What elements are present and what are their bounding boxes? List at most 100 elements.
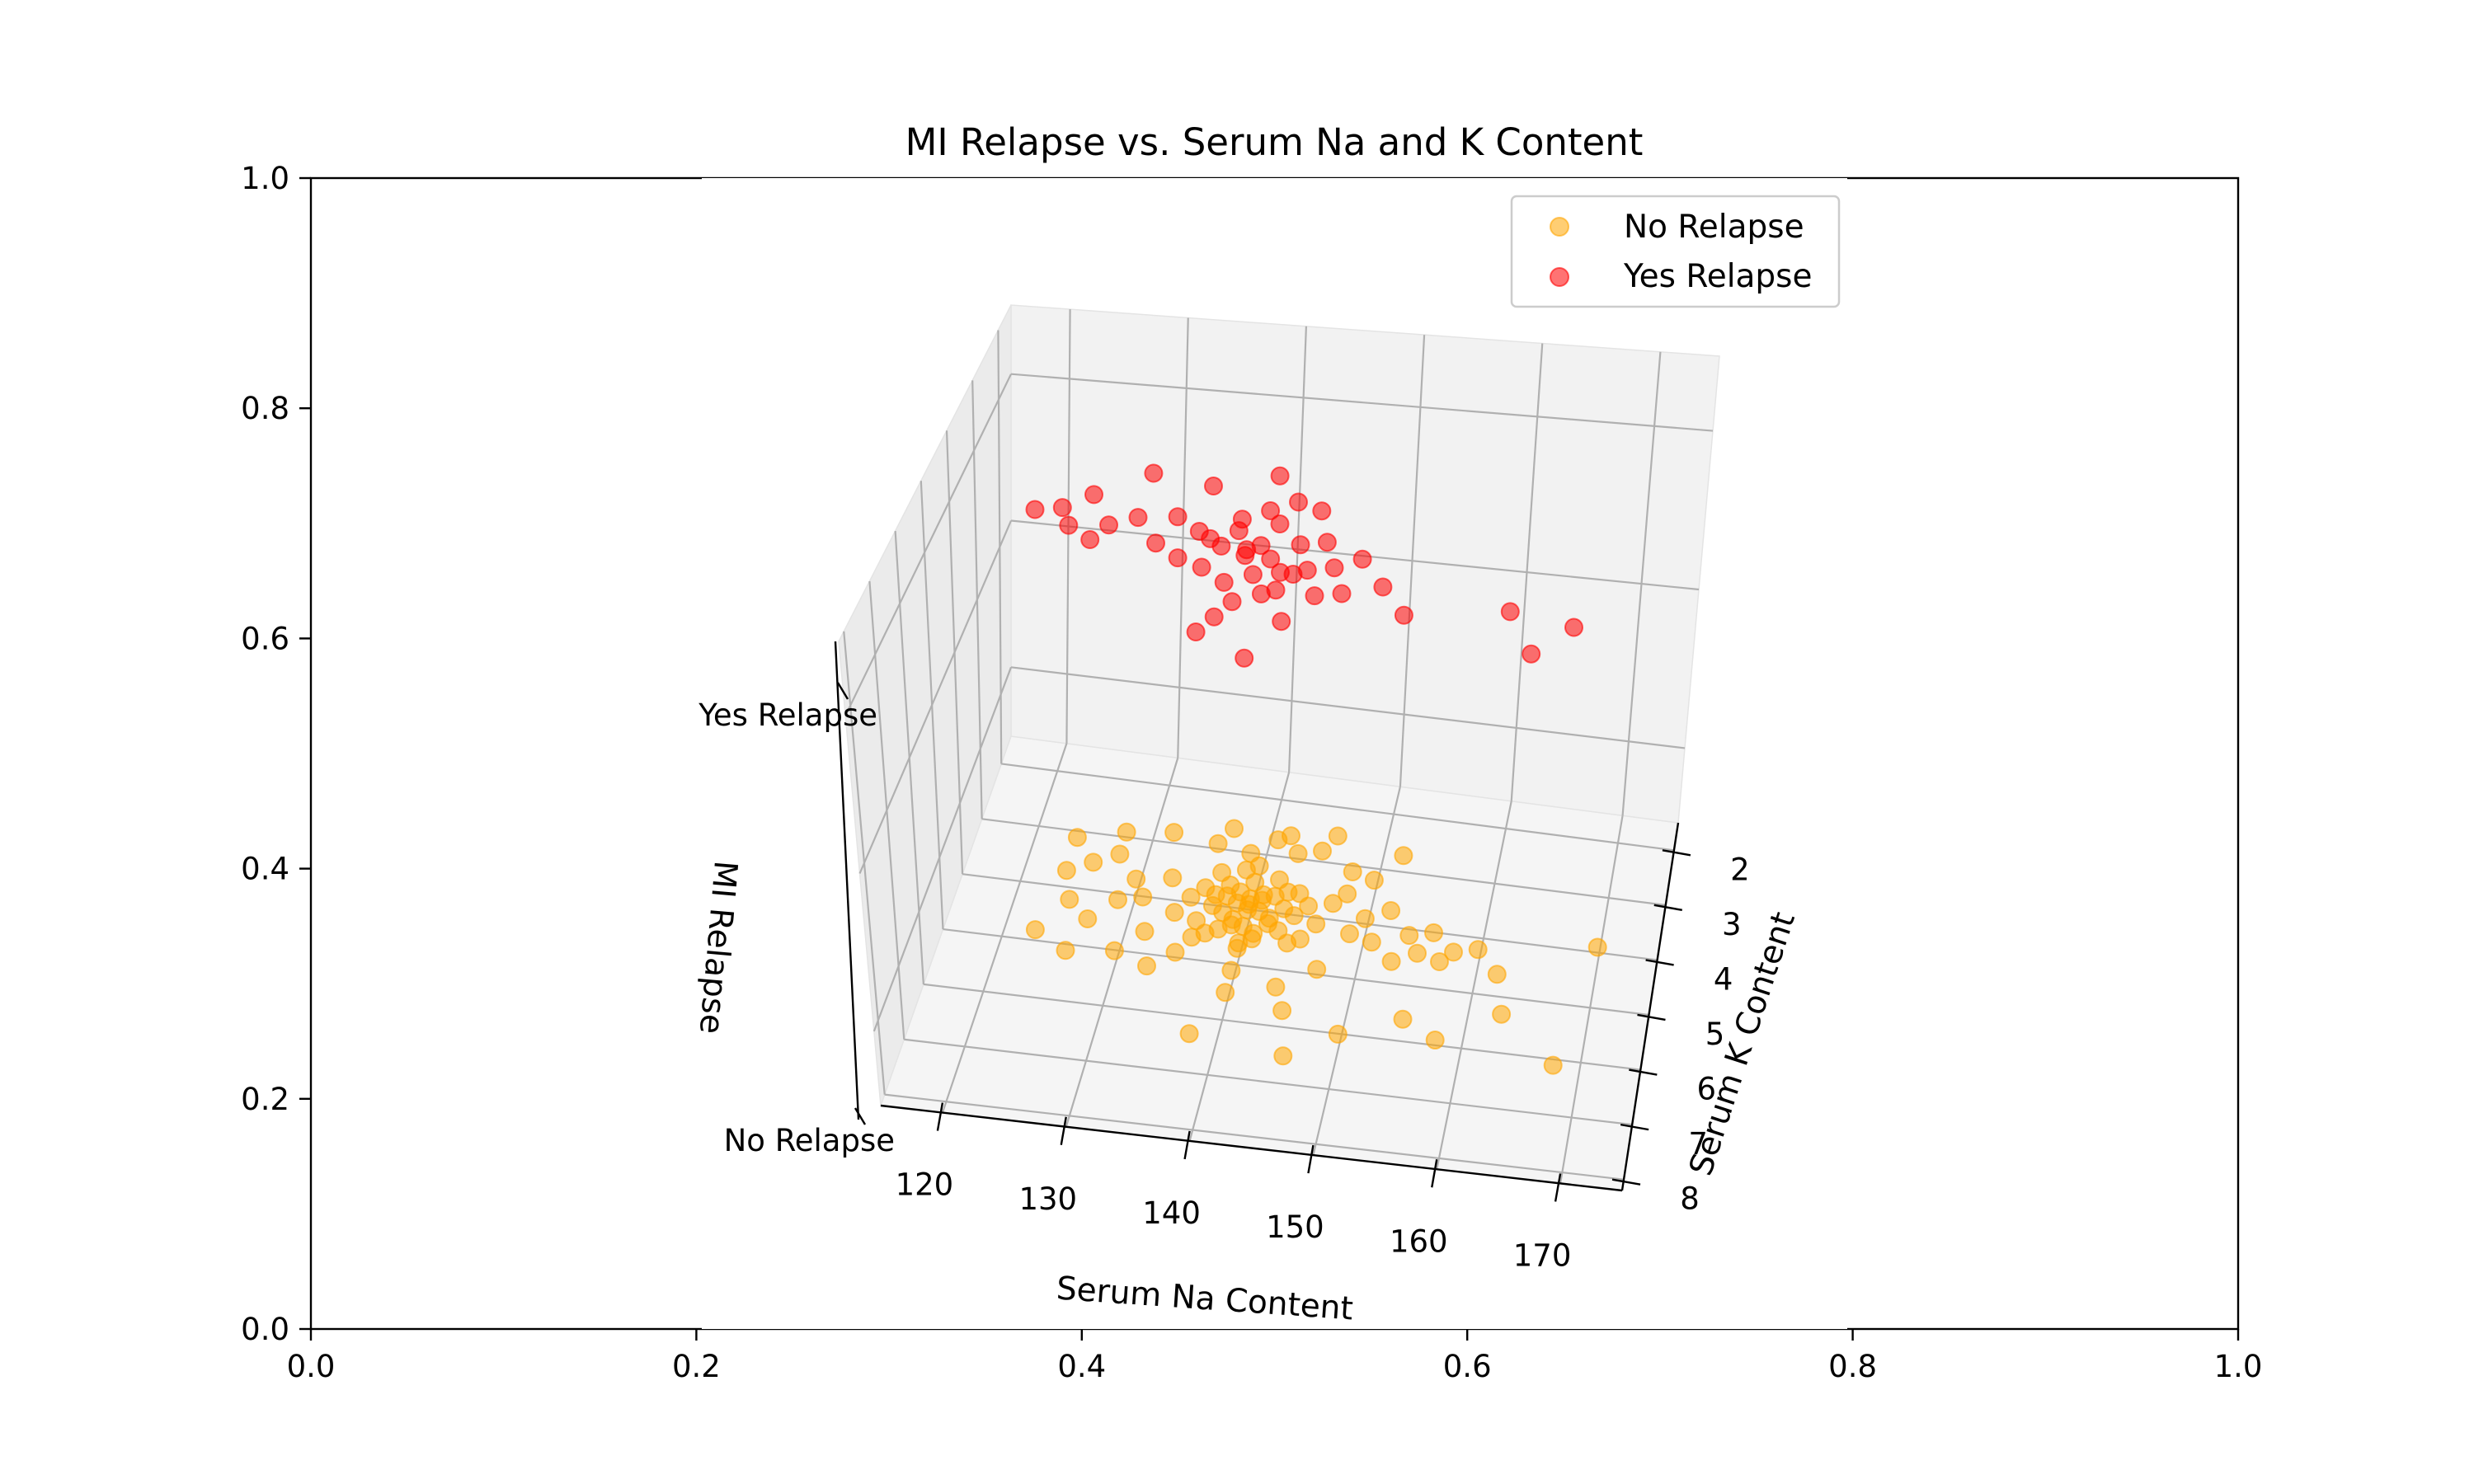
point-no-relapse [1137, 956, 1156, 976]
point-yes-relapse [1204, 477, 1223, 495]
point-no-relapse [1179, 1024, 1199, 1044]
point-no-relapse [1381, 951, 1401, 971]
outer-x-tick-label: 0.2 [672, 1349, 721, 1384]
point-yes-relapse [1052, 498, 1072, 518]
point-yes-relapse [1168, 548, 1188, 568]
point-no-relapse [1227, 938, 1247, 958]
point-yes-relapse [1324, 558, 1344, 578]
floor-grid-x [1436, 801, 1512, 1170]
x-tick-label: 170 [1513, 1237, 1572, 1273]
outer-x-tick-label: 0.8 [1828, 1349, 1877, 1384]
point-no-relapse [1208, 834, 1228, 853]
point-yes-relapse [1146, 533, 1165, 553]
point-no-relapse [1408, 943, 1427, 963]
tick-label-group: 120 130 140 150 160 170 2 3 4 5 6 7 8 No Relapse Yes R… [698, 697, 1749, 1273]
x-tick-label: 150 [1266, 1209, 1324, 1245]
point-no-relapse [1060, 890, 1079, 909]
floor-grid-x [941, 743, 1068, 1113]
point-no-relapse [1340, 924, 1359, 944]
point-no-relapse [1543, 1055, 1563, 1075]
floor-grid-x [1312, 786, 1401, 1156]
y-axis-tick [1629, 1068, 1658, 1076]
point-no-relapse [1135, 922, 1155, 942]
y-axis-line [1620, 822, 1680, 1191]
legend-frame [1510, 195, 1841, 308]
point-yes-relapse [1305, 586, 1324, 606]
point-no-relapse [1241, 843, 1261, 863]
point-yes-relapse [1222, 592, 1242, 612]
x-tick-label: 130 [1018, 1181, 1077, 1217]
point-yes-relapse [1291, 535, 1310, 555]
outer-x-tick-label: 1.0 [2214, 1349, 2263, 1384]
point-no-relapse [1078, 909, 1098, 928]
point-no-relapse [1117, 822, 1136, 842]
z-tick-label: Yes Relapse [698, 697, 877, 733]
outer-y-tick-label: 1.0 [241, 161, 289, 196]
point-no-relapse [1164, 903, 1184, 923]
outer-x-tick-label: 0.4 [1057, 1349, 1106, 1384]
point-yes-relapse [1237, 540, 1257, 560]
point-no-relapse [1290, 884, 1310, 904]
point-no-relapse [1362, 932, 1381, 952]
point-yes-relapse [1080, 530, 1100, 549]
outer-y-tick-label: 0.4 [241, 852, 289, 887]
point-no-relapse [1307, 960, 1327, 979]
point-yes-relapse [1270, 514, 1290, 533]
point-no-relapse [1399, 926, 1419, 946]
point-no-relapse [1067, 828, 1087, 848]
point-yes-relapse [1204, 607, 1224, 627]
z-axis-tick [854, 1107, 867, 1125]
point-yes-relapse [1352, 549, 1372, 569]
legend-label-no-relapse: No Relapse [1624, 209, 1804, 246]
x-axis-tick [1554, 1173, 1562, 1202]
axis-group [834, 641, 1691, 1202]
point-yes-relapse [1099, 515, 1118, 535]
y-tick-label: 4 [1714, 961, 1733, 997]
point-yes-relapse [1235, 648, 1254, 668]
z-axis-line [834, 641, 860, 1120]
y-tick-label: 5 [1705, 1017, 1725, 1052]
point-yes-relapse [1201, 528, 1221, 548]
point-no-relapse [1424, 923, 1443, 942]
point-yes-relapse [1283, 565, 1303, 584]
point-no-relapse [1323, 894, 1343, 913]
point-group [1025, 463, 1607, 1075]
point-yes-relapse [1059, 515, 1079, 535]
legend-marker-yes-relapse [1550, 267, 1569, 287]
point-yes-relapse [1025, 500, 1045, 519]
y-tick-label: 6 [1697, 1072, 1717, 1107]
x-axis-tick [1431, 1159, 1438, 1188]
chart-title: MI Relapse vs. Serum Na and K Content [905, 120, 1644, 164]
point-no-relapse [1487, 965, 1507, 984]
y-axis-tick [1653, 904, 1682, 912]
outer-y-tick-label: 0.2 [241, 1082, 289, 1117]
point-no-relapse [1233, 917, 1253, 937]
side-grid-z [858, 520, 1013, 874]
legend[interactable]: No Relapse Yes Relapse [1510, 195, 1841, 308]
y-axis-tick [1662, 849, 1691, 857]
floor-grid-y [1001, 763, 1675, 852]
point-yes-relapse [1243, 565, 1263, 585]
point-yes-relapse [1332, 584, 1352, 603]
point-yes-relapse [1232, 510, 1252, 529]
outer-x-tick-label: 0.6 [1443, 1349, 1492, 1384]
point-yes-relapse [1168, 507, 1188, 527]
point-no-relapse [1104, 941, 1124, 960]
legend-marker-no-relapse [1550, 217, 1569, 237]
x-axis-tick [936, 1102, 944, 1131]
outer-y-tick-label: 0.6 [241, 621, 289, 656]
point-no-relapse [1272, 1001, 1292, 1021]
point-yes-relapse [1500, 602, 1520, 622]
point-no-relapse [1291, 929, 1310, 949]
point-yes-relapse [1270, 466, 1290, 486]
point-no-relapse [1364, 871, 1384, 890]
outer-x-ticks: 0.0 0.2 0.4 0.6 0.8 1.0 [287, 1329, 2263, 1384]
floor-grid-y [884, 1093, 1625, 1181]
y-axis-tick [1620, 1123, 1649, 1131]
point-no-relapse [1249, 901, 1269, 921]
point-no-relapse [1306, 914, 1326, 934]
point-no-relapse [1355, 909, 1375, 928]
z-tick-label: No Relapse [724, 1123, 895, 1158]
point-no-relapse [1430, 952, 1449, 971]
